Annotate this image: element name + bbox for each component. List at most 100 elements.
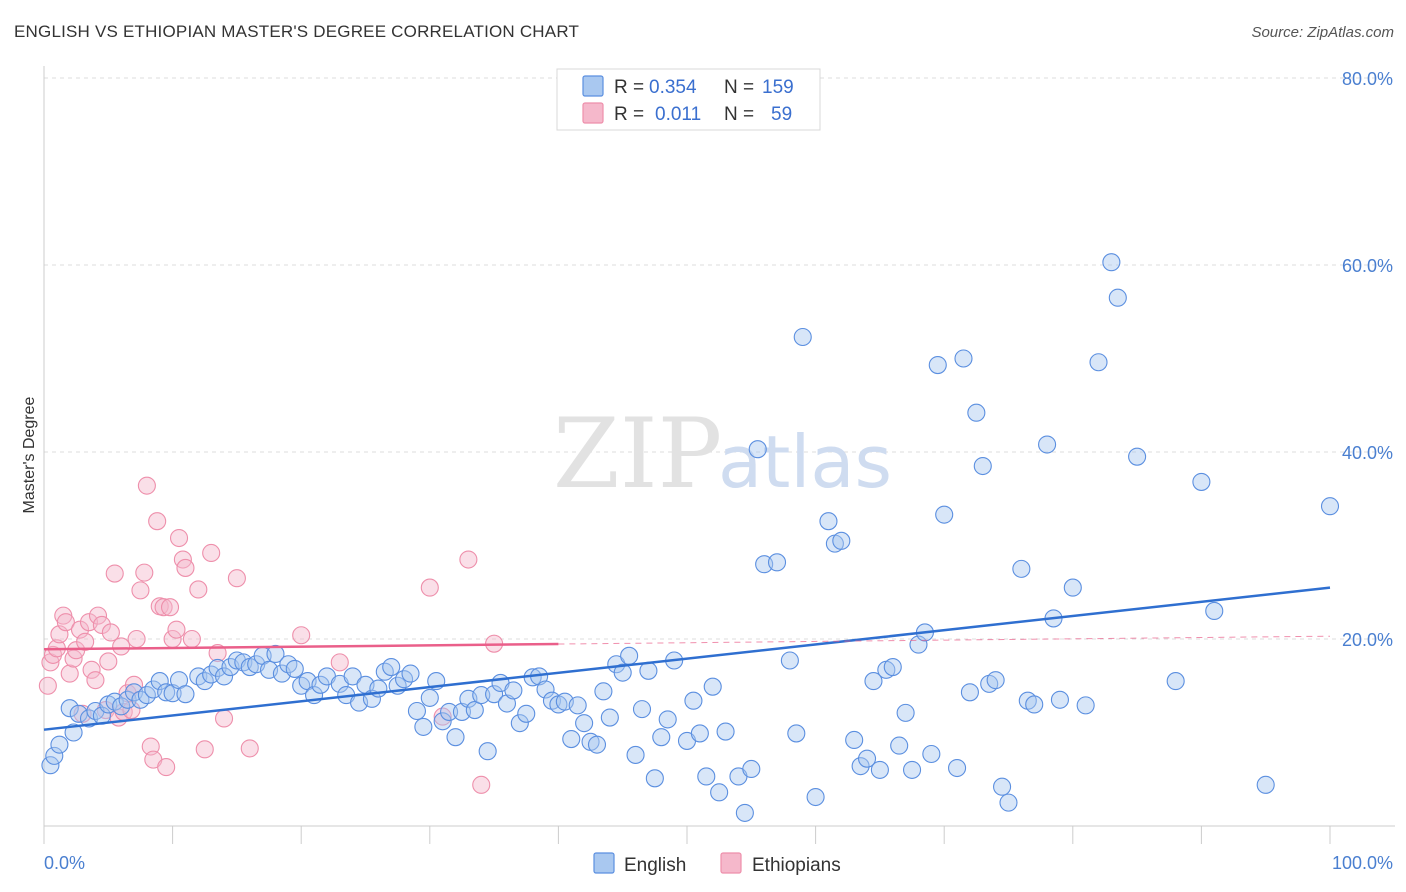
point-ethiopians [135,563,154,582]
point-ethiopians [92,615,111,635]
trendline-ethiopians-extension [558,635,1331,645]
point-english [562,729,581,749]
point-english [1108,288,1127,307]
point-english [279,655,298,674]
point-english [780,651,799,670]
point-ethiopians [86,671,105,690]
chart-title: ENGLISH VS ETHIOPIAN MASTER'S DEGREE COR… [14,22,580,41]
point-ethiopians [433,707,452,726]
point-english [536,680,555,699]
point-ethiopians [420,578,439,597]
point-english [767,553,787,572]
tick-labels: 20.0% 40.0% 60.0% 80.0% 0.0% 100.0% [44,69,1393,873]
point-english [1025,695,1044,714]
point-english [600,708,619,727]
point-english [1089,353,1108,372]
point-english [1205,601,1224,621]
point-ethiopians [148,512,167,531]
point-ethiopians [112,637,131,656]
legend-bottom-swatch-english [593,852,615,874]
point-english [1102,253,1121,272]
point-english [118,690,137,709]
point-english [684,691,703,710]
point-english [64,723,83,742]
series-english [41,253,1340,822]
point-english [292,676,311,695]
point-english [819,512,838,531]
point-english [382,657,401,677]
point-english [735,803,754,822]
point-english [973,456,992,476]
point-english [157,683,176,702]
point-english [716,722,735,741]
point-english [50,735,69,754]
point-ethiopians [292,626,311,645]
y-tick-label: 20.0% [1342,630,1393,650]
point-ethiopians [56,613,75,632]
point-english [587,735,607,754]
legend-bottom-label-ethiopians: Ethiopians [752,855,841,876]
legend-r-value-ethiopians: 0.011 [655,104,701,125]
point-ethiopians [122,701,141,720]
point-english [266,644,285,664]
point-english [1320,497,1340,516]
point-english [1063,578,1082,597]
point-english [407,701,426,721]
point-english [626,745,645,764]
point-english [948,758,967,778]
point-english [851,757,870,776]
point-ethiopians [76,632,95,651]
point-english [446,728,465,747]
point-english [690,724,709,743]
point-ethiopians [472,775,491,794]
y-axis-label: Master's Degree [21,396,38,513]
point-english [787,724,806,743]
point-ethiopians [167,620,186,639]
point-ethiopians [195,740,214,759]
grid-lines [44,77,1395,640]
legend-swatch-english [582,75,604,97]
point-english [632,700,652,719]
point-english [967,403,986,422]
source-label: Source: ZipAtlas.com [1251,24,1394,41]
point-english [214,667,234,686]
point-english [748,440,767,459]
point-english [645,769,664,788]
point-english [639,661,658,680]
trendline-english [43,586,1331,731]
point-english [857,749,877,768]
point-ethiopians [70,620,90,639]
point-english [163,684,182,703]
point-english [504,681,523,700]
point-ethiopians [38,676,57,695]
point-ethiopians [154,598,173,617]
point-english [832,531,851,550]
point-ethiopians [169,528,189,548]
point-english [870,760,889,779]
point-english [890,736,909,755]
watermark-zip: ZIP [553,398,722,510]
point-english [1050,690,1069,709]
trendline-ethiopians [43,642,559,651]
point-english [420,688,439,707]
legend-n-value-ethiopians: 59 [771,104,792,125]
legend-series: English Ethiopians [593,852,841,876]
point-english [793,327,812,347]
point-ethiopians [60,664,79,683]
point-english [954,349,973,368]
point-english [703,677,722,696]
point-ethiopians [157,758,176,777]
point-english [986,671,1005,690]
point-english [375,662,394,681]
point-english [710,783,729,802]
point-english [613,663,632,682]
point-ethiopians [240,739,259,758]
point-english [594,682,613,701]
y-tick-label: 60.0% [1342,256,1393,276]
point-english [45,746,64,765]
legend-n-label-english: N = [724,77,754,98]
legend-bottom-label-english: English [624,855,686,876]
point-english [285,659,304,678]
point-ethiopians [101,623,120,642]
point-english [478,742,497,761]
